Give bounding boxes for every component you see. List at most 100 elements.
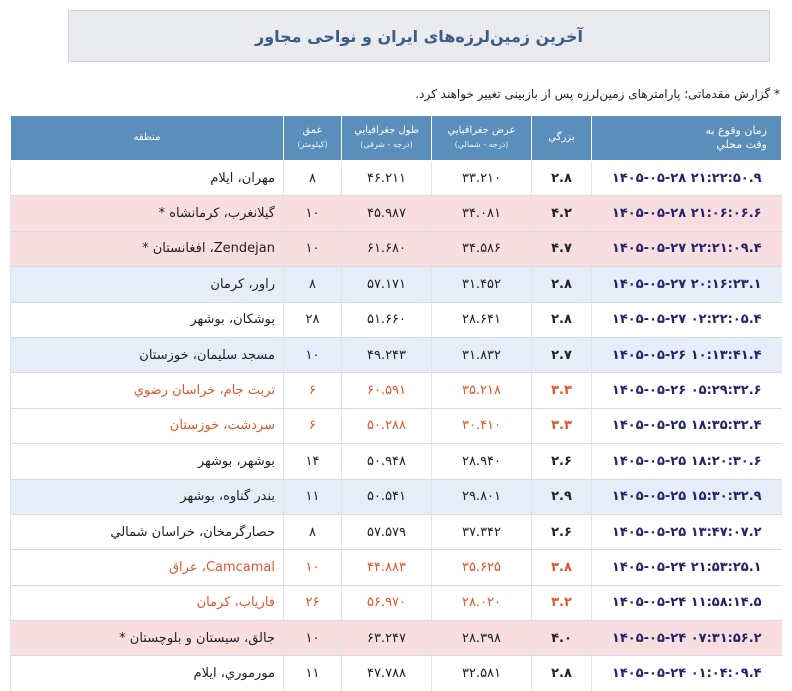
region-cell: حصارگرمخان، خراسان شمالي (10, 514, 284, 551)
column-header: زمان وقوع به وقت محلي (591, 115, 782, 161)
lat-cell: ۳۳.۲۱۰ (431, 160, 532, 197)
depth-cell: ۱۰ (283, 337, 342, 374)
time-cell: ۱۴۰۵-۰۵-۲۵ ۱۸:۲۰:۳۰.۶ (591, 443, 782, 480)
header-row: زمان وقوع به وقت محلي بزرگي عرض جغرافيايي (د… (10, 115, 782, 161)
lon-cell: ۴۹.۲۴۳ (341, 337, 432, 374)
lat-cell: ۲۸.۳۹۸ (431, 620, 532, 657)
region-cell: بوشهر، بوشهر (10, 443, 284, 480)
column-header: عمق (کيلومتر) (283, 115, 342, 161)
lat-cell: ۳۵.۲۱۸ (431, 372, 532, 409)
time-cell: ۱۴۰۵-۰۵-۲۸ ۲۱:۰۶:۰۶.۶ (591, 195, 782, 232)
region-cell: گیلانغرب، کرمانشاه * (10, 195, 284, 232)
time-cell: ۱۴۰۵-۰۵-۲۴ ۰۱:۰۴:۰۹.۴ (591, 655, 782, 691)
column-header: بزرگي (531, 115, 592, 161)
lat-cell: ۳۷.۳۴۲ (431, 514, 532, 551)
mag-cell: ۳.۲ (531, 585, 592, 622)
lat-cell: ۲۹.۸۰۱ (431, 479, 532, 515)
time-cell: ۱۴۰۵-۰۵-۲۵ ۱۸:۳۵:۳۲.۴ (591, 408, 782, 445)
mag-cell: ۲.۷ (531, 337, 592, 374)
region-cell: سردشت، خوزستان (10, 408, 284, 445)
depth-cell: ۸ (283, 160, 342, 197)
lat-cell: ۲۸.۰۲۰ (431, 585, 532, 622)
lat-cell: ۳۵.۶۲۵ (431, 549, 532, 586)
lon-cell: ۶۳.۲۴۷ (341, 620, 432, 657)
table-row: ۱۴۰۵-۰۵-۲۸ ۲۱:۲۲:۵۰.۹ ۲.۸ ۳۳.۲۱۰ ۴۶.۲۱۱ ۸ مهر… (10, 160, 782, 197)
lat-cell: ۲۸.۹۴۰ (431, 443, 532, 480)
table-row: ۱۴۰۵-۰۵-۲۵ ۱۸:۳۵:۳۲.۴ ۳.۳ ۳۰.۴۱۰ ۵۰.۲۸۸ ۶ سرد… (10, 408, 782, 445)
mag-cell: ۲.۸ (531, 266, 592, 303)
note: * گزارش مقدماتی؛ پارامترهای زمین‌لرزه پس… (415, 87, 780, 101)
time-cell: ۱۴۰۵-۰۵-۲۸ ۲۱:۲۲:۵۰.۹ (591, 160, 782, 197)
lon-cell: ۴۴.۸۸۳ (341, 549, 432, 586)
table-row: ۱۴۰۵-۰۵-۲۵ ۱۳:۴۷:۰۷.۲ ۲.۶ ۳۷.۳۴۲ ۵۷.۵۷۹ ۸ حصا… (10, 514, 782, 551)
mag-cell: ۲.۹ (531, 479, 592, 515)
page-title: آخرین زمین‌لرزه‌های ایران و نواحی مجاور (254, 26, 584, 46)
depth-cell: ۲۶ (283, 585, 342, 622)
depth-cell: ۲۸ (283, 302, 342, 338)
region-cell: جالق، سيستان و بلوچستان * (10, 620, 284, 657)
mag-cell: ۲.۸ (531, 302, 592, 338)
column-header: طول جغرافيايي (درجه - شرقي) (341, 115, 432, 161)
lon-cell: ۴۶.۲۱۱ (341, 160, 432, 197)
region-cell: مسجد سلیمان، خوزستان (10, 337, 284, 374)
mag-cell: ۳.۳ (531, 372, 592, 409)
table-row: ۱۴۰۵-۰۵-۲۵ ۱۵:۳۰:۳۲.۹ ۲.۹ ۲۹.۸۰۱ ۵۰.۵۴۱ ۱۱ بن… (10, 479, 782, 515)
mag-cell: ۳.۳ (531, 408, 592, 445)
mag-cell: ۳.۸ (531, 549, 592, 586)
header-label: زمان وقوع به (705, 124, 767, 137)
time-cell: ۱۴۰۵-۰۵-۲۵ ۱۵:۳۰:۳۲.۹ (591, 479, 782, 515)
lon-cell: ۴۵.۹۸۷ (341, 195, 432, 232)
region-cell: مورموري، ايلام (10, 655, 284, 691)
depth-cell: ۶ (283, 408, 342, 445)
region-cell: Camcamal، عراق (10, 549, 284, 586)
mag-cell: ۲.۸ (531, 655, 592, 691)
time-cell: ۱۴۰۵-۰۵-۲۶ ۰۵:۲۹:۳۲.۶ (591, 372, 782, 409)
header-unit: (کيلومتر) (297, 140, 328, 149)
depth-cell: ۱۱ (283, 479, 342, 515)
mag-cell: ۲.۶ (531, 443, 592, 480)
mag-cell: ۲.۸ (531, 160, 592, 197)
mag-cell: ۴.۰ (531, 620, 592, 657)
table-row: ۱۴۰۵-۰۵-۲۶ ۱۰:۱۳:۴۱.۴ ۲.۷ ۳۱.۸۳۲ ۴۹.۲۴۳ ۱۰ مس… (10, 337, 782, 374)
lat-cell: ۳۰.۴۱۰ (431, 408, 532, 445)
depth-cell: ۱۰ (283, 620, 342, 657)
lon-cell: ۵۷.۱۷۱ (341, 266, 432, 303)
lon-cell: ۴۷.۷۸۸ (341, 655, 432, 691)
header-unit: (درجه - شمالي) (454, 140, 509, 149)
table-row: ۱۴۰۵-۰۵-۲۴ ۱۱:۵۸:۱۴.۵ ۳.۲ ۲۸.۰۲۰ ۵۶.۹۷۰ ۲۶ فا… (10, 585, 782, 622)
time-cell: ۱۴۰۵-۰۵-۲۴ ۱۱:۵۸:۱۴.۵ (591, 585, 782, 622)
table-row: ۱۴۰۵-۰۵-۲۷ ۰۲:۲۲:۰۵.۴ ۲.۸ ۲۸.۶۴۱ ۵۱.۶۶۰ ۲۸ بو… (10, 302, 782, 338)
table-row: ۱۴۰۵-۰۵-۲۴ ۲۱:۵۳:۲۵.۱ ۳.۸ ۳۵.۶۲۵ ۴۴.۸۸۳ ۱۰ Ca… (10, 549, 782, 586)
mag-cell: ۴.۲ (531, 195, 592, 232)
header-unit: (درجه - شرقي) (360, 140, 413, 149)
time-cell: ۱۴۰۵-۰۵-۲۵ ۱۳:۴۷:۰۷.۲ (591, 514, 782, 551)
column-header: منطقه (10, 115, 284, 161)
lat-cell: ۳۲.۵۸۱ (431, 655, 532, 691)
depth-cell: ۱۴ (283, 443, 342, 480)
region-cell: مهران، ایلام (10, 160, 284, 197)
depth-cell: ۸ (283, 266, 342, 303)
table-row: ۱۴۰۵-۰۵-۲۶ ۰۵:۲۹:۳۲.۶ ۳.۳ ۳۵.۲۱۸ ۶۰.۵۹۱ ۶ ترب… (10, 372, 782, 409)
mag-cell: ۲.۶ (531, 514, 592, 551)
table-row: ۱۴۰۵-۰۵-۲۷ ۲۲:۲۱:۰۹.۴ ۴.۷ ۳۴.۵۸۶ ۶۱.۶۸۰ ۱۰ Ze… (10, 231, 782, 268)
lat-cell: ۳۱.۴۵۲ (431, 266, 532, 303)
mag-cell: ۴.۷ (531, 231, 592, 268)
depth-cell: ۱۱ (283, 655, 342, 691)
time-cell: ۱۴۰۵-۰۵-۲۶ ۱۰:۱۳:۴۱.۴ (591, 337, 782, 374)
depth-cell: ۱۰ (283, 549, 342, 586)
header-label: بزرگي (548, 132, 575, 143)
lon-cell: ۵۱.۶۶۰ (341, 302, 432, 338)
header-label: طول جغرافيايي (354, 125, 419, 136)
depth-cell: ۱۰ (283, 195, 342, 232)
time-cell: ۱۴۰۵-۰۵-۲۴ ۲۱:۵۳:۲۵.۱ (591, 549, 782, 586)
title-box: آخرین زمین‌لرزه‌های ایران و نواحی مجاور (68, 10, 770, 62)
region-cell: بوشکان، بوشهر (10, 302, 284, 338)
depth-cell: ۸ (283, 514, 342, 551)
table-body: ۱۴۰۵-۰۵-۲۸ ۲۱:۲۲:۵۰.۹ ۲.۸ ۳۳.۲۱۰ ۴۶.۲۱۱ ۸ مهر… (10, 160, 782, 691)
lon-cell: ۵۰.۲۸۸ (341, 408, 432, 445)
time-cell: ۱۴۰۵-۰۵-۲۷ ۲۰:۱۶:۲۳.۱ (591, 266, 782, 303)
region-cell: بندر گناوه، بوشهر (10, 479, 284, 515)
